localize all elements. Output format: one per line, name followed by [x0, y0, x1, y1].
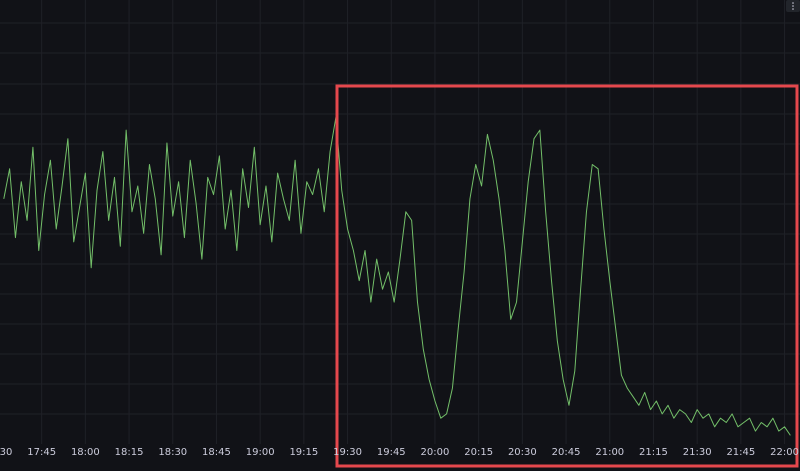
x-tick-label: 18:45	[202, 447, 231, 458]
menu-dot	[792, 2, 794, 4]
plot	[3, 0, 791, 444]
x-tick-label: 18:30	[158, 447, 187, 458]
x-tick-label: 18:15	[115, 447, 144, 458]
x-tick-label: 22:00	[770, 447, 799, 458]
series-line	[3, 116, 791, 436]
x-tick-label: 20:00	[421, 447, 450, 458]
x-tick-label: 21:45	[726, 447, 755, 458]
x-tick-label: 19:45	[377, 447, 406, 458]
x-tick-label: 20:15	[464, 447, 493, 458]
x-tick-label: 20:45	[552, 447, 581, 458]
menu-dot	[792, 5, 794, 7]
x-tick-label: 17:30	[0, 447, 12, 458]
x-tick-label: 18:00	[71, 447, 100, 458]
x-tick-label: 19:00	[246, 447, 275, 458]
x-tick-label: 21:15	[639, 447, 668, 458]
horizontal-grid	[0, 22, 800, 415]
x-tick-label: 19:15	[289, 447, 318, 458]
x-tick-label: 20:30	[508, 447, 537, 458]
x-tick-label: 17:45	[27, 447, 56, 458]
menu-dot	[792, 8, 794, 10]
x-tick-label: 19:30	[333, 447, 362, 458]
x-tick-label: 21:30	[683, 447, 712, 458]
highlight-box	[335, 84, 799, 468]
x-tick-label: 21:00	[595, 447, 624, 458]
